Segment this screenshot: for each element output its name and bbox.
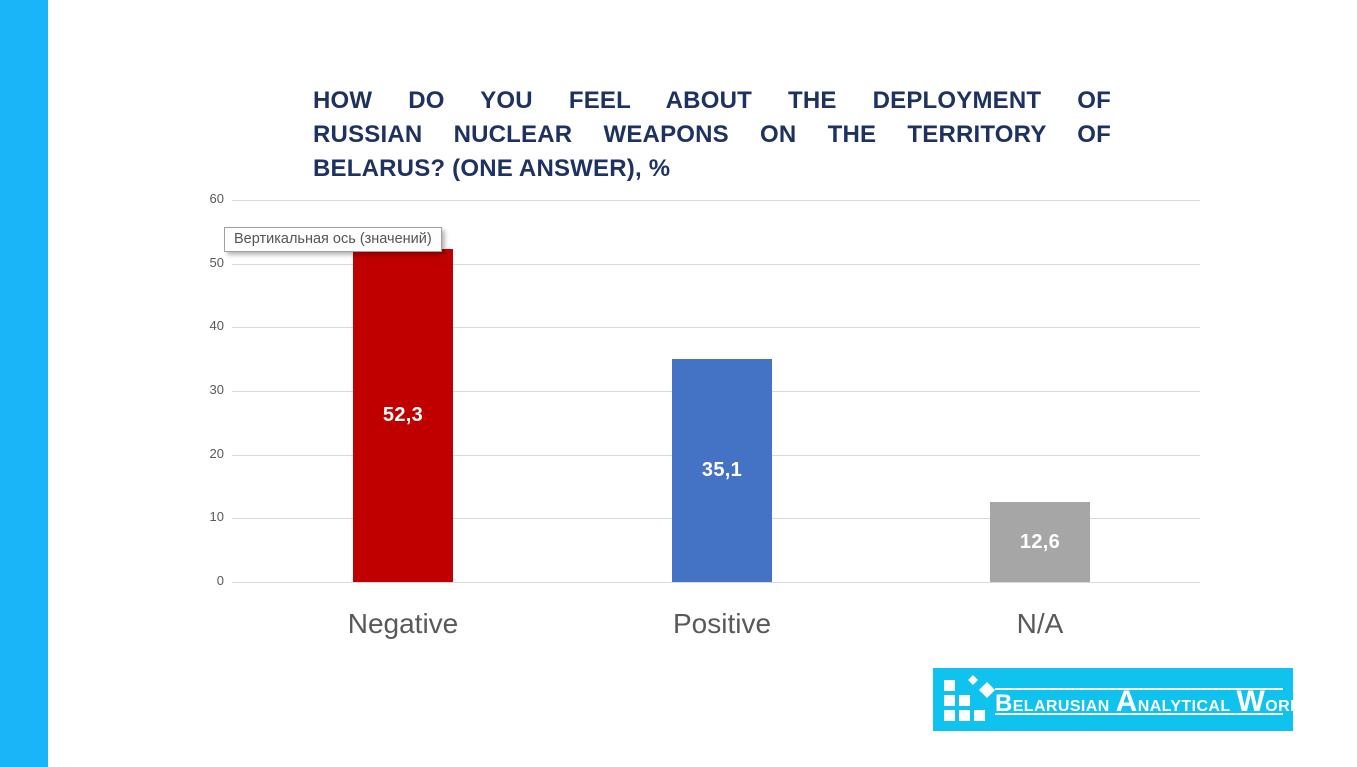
bar-negative[interactable]: 52,3 bbox=[353, 249, 453, 582]
logo-word-rest: NALYTICAL bbox=[1137, 698, 1231, 715]
chart-title-line-2: RUSSIAN NUCLEAR WEAPONS ON THE TERRITORY… bbox=[313, 121, 1111, 148]
logo-divider-bottom bbox=[995, 713, 1283, 715]
gridline bbox=[232, 200, 1200, 201]
logo-word-initial: W bbox=[1236, 685, 1266, 718]
plot-area: 0 10 20 30 40 50 60 52,3 Negative 35,1 Positive 12,… bbox=[210, 191, 1200, 639]
logo-word-rest: ORKROOM bbox=[1265, 698, 1354, 715]
logo-word-rest: ELARUSIAN bbox=[1012, 698, 1110, 715]
chart-title-line-3: BELARUS? (ONE ANSWER), % bbox=[313, 155, 671, 182]
logo-divider-top bbox=[995, 688, 1283, 690]
y-axis-tick-label[interactable]: 30 bbox=[209, 382, 224, 397]
y-axis-tick-label[interactable]: 20 bbox=[209, 446, 224, 461]
logo-word-initial: A bbox=[1115, 685, 1138, 718]
chart-title-line-1: HOW DO YOU FEEL ABOUT THE DEPLOYMENT OF bbox=[313, 87, 1111, 114]
category-label-positive[interactable]: Positive bbox=[672, 608, 772, 639]
bar-value-label: 35,1 bbox=[701, 459, 743, 481]
bar-value-label: 52,3 bbox=[382, 404, 424, 426]
category-label-na[interactable]: N/A bbox=[1016, 608, 1064, 639]
y-axis-tick-label[interactable]: 40 bbox=[209, 318, 224, 333]
vertical-axis-tooltip: Вертикальная ось (значений) bbox=[224, 227, 442, 252]
accent-stripe bbox=[0, 0, 48, 767]
category-label-negative[interactable]: Negative bbox=[347, 608, 459, 639]
gridline bbox=[232, 264, 1200, 265]
y-axis-tick-label[interactable]: 50 bbox=[209, 255, 224, 270]
gridline bbox=[232, 582, 1200, 583]
logo-wordmark: BELARUSIAN ANALYTICAL WORKROOM bbox=[995, 685, 1353, 719]
bar-na[interactable]: 12,6 bbox=[990, 502, 1090, 582]
chart-title[interactable]: HOW DO YOU FEEL ABOUT THE DEPLOYMENT OF … bbox=[313, 84, 1111, 186]
logo-squares-icon bbox=[944, 675, 995, 721]
y-axis-tick-label[interactable]: 10 bbox=[209, 509, 224, 524]
logo: BELARUSIAN ANALYTICAL WORKROOM bbox=[933, 668, 1353, 731]
bar-value-label: 12,6 bbox=[1019, 530, 1061, 553]
logo-word-initial: B bbox=[995, 690, 1013, 717]
gridline bbox=[232, 327, 1200, 328]
bar-positive[interactable]: 35,1 bbox=[672, 359, 772, 582]
y-axis-tick-label[interactable]: 0 bbox=[216, 573, 224, 588]
y-axis-tick-label[interactable]: 60 bbox=[209, 191, 224, 206]
